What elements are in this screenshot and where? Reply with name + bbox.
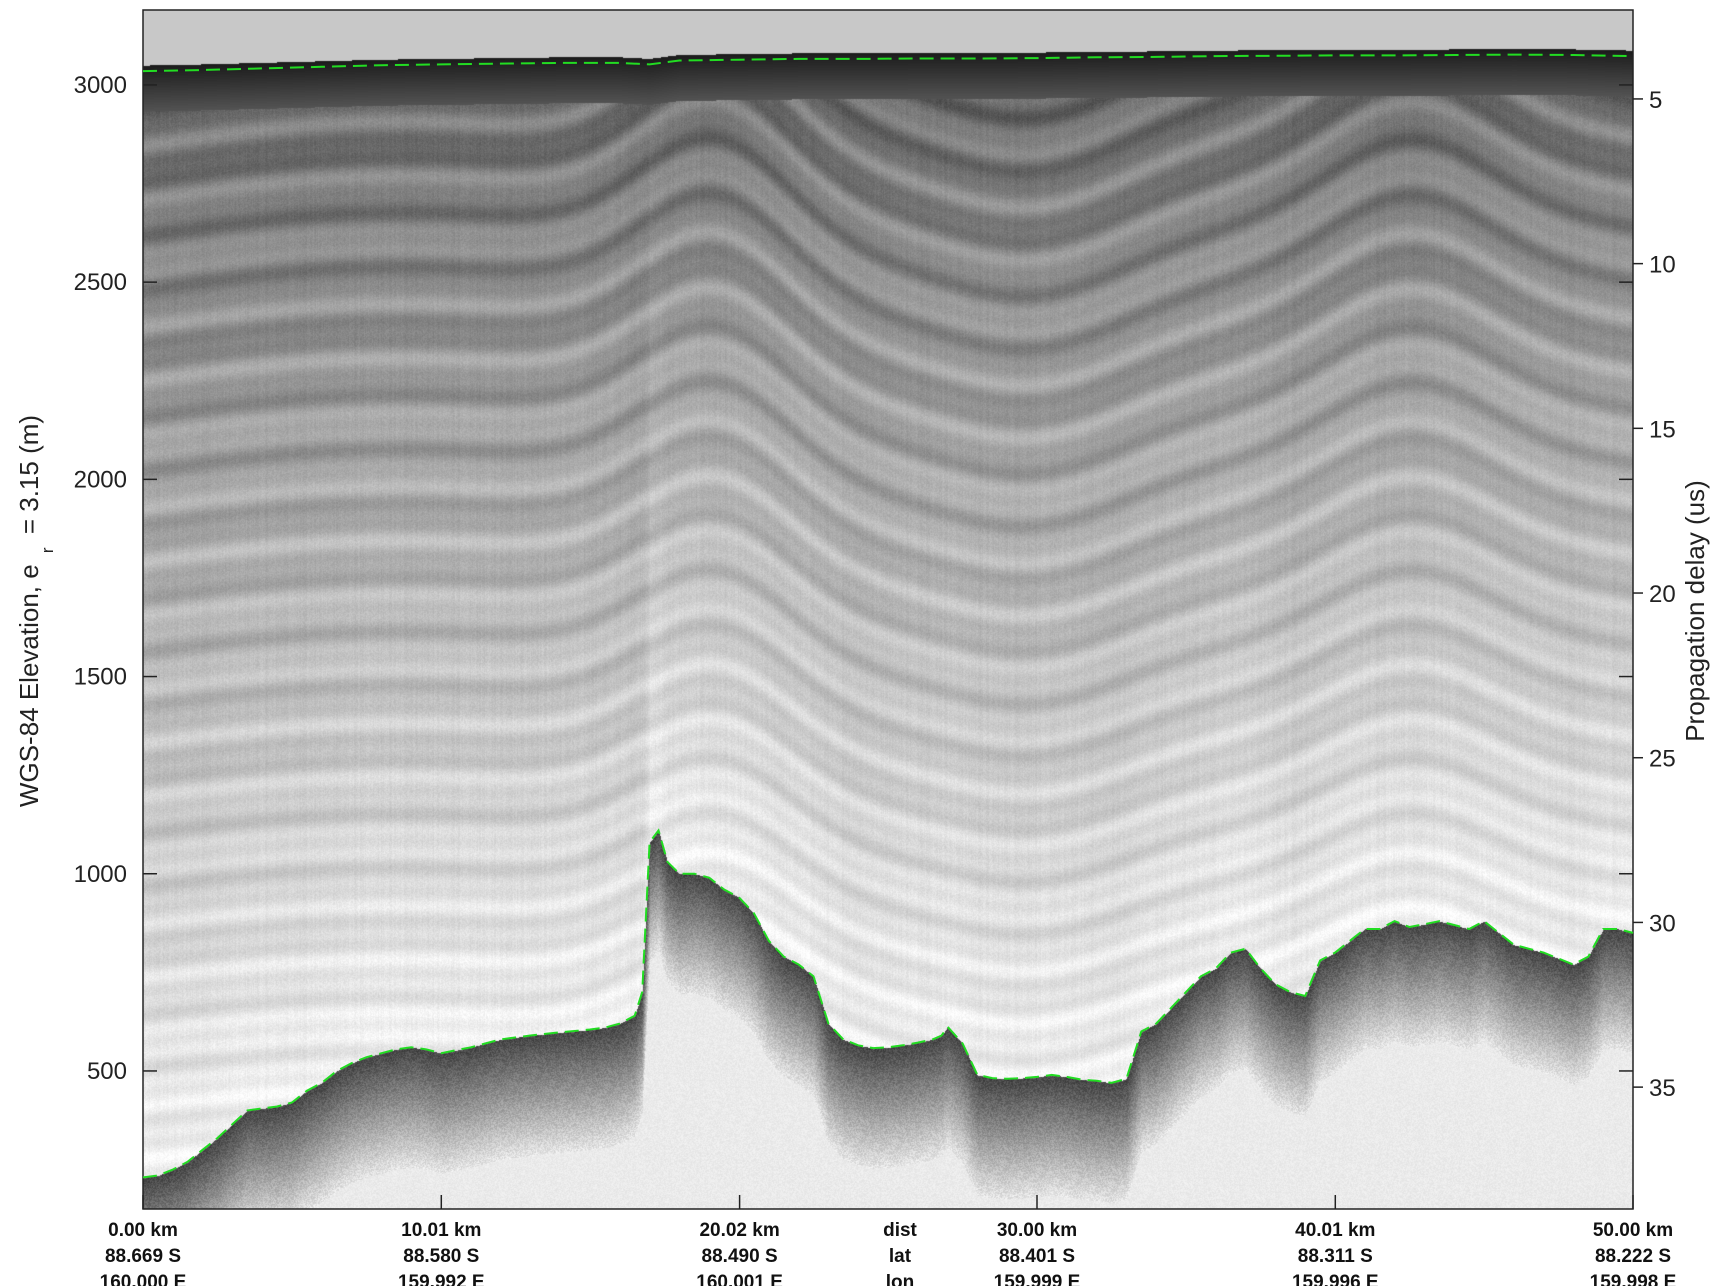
bottom-row-name-lon: lon (886, 1272, 915, 1286)
bed-pick-line (142, 828, 1634, 1179)
left-tick-label: 1000 (74, 861, 127, 888)
bottom-row-name-lat: lat (889, 1246, 912, 1267)
left-axis-title-group: WGS-84 Elevation, e r = 3.15 (m) (14, 415, 59, 807)
right-tick-label: 20 (1649, 581, 1676, 608)
left-axis: 500 1000 1500 2000 2500 3000 (74, 72, 1633, 1085)
bottom-dist-label: 50.00 km (1593, 1220, 1673, 1241)
bottom-lon-label: 159.998 E (1590, 1272, 1677, 1286)
left-axis-title: WGS-84 Elevation, e (14, 564, 44, 807)
bottom-dist-label: 10.01 km (401, 1220, 481, 1241)
left-tick-label: 3000 (74, 72, 127, 99)
left-axis-title-suffix: = 3.15 (m) (14, 415, 44, 534)
bottom-lat-label: 88.311 S (1298, 1246, 1373, 1267)
bottom-dist-label: 40.01 km (1295, 1220, 1375, 1241)
right-tick-label: 35 (1649, 1075, 1676, 1102)
right-tick-label: 10 (1649, 252, 1676, 279)
bottom-dist-label: 0.00 km (108, 1220, 178, 1241)
bottom-lat-label: 88.401 S (999, 1246, 1075, 1267)
left-axis-title-subscript: r (38, 547, 57, 553)
plot-frame (142, 9, 1634, 1210)
bottom-lon-label: 159.996 E (1292, 1272, 1379, 1286)
bottom-lat-label: 88.222 S (1595, 1246, 1671, 1267)
bottom-row-labels: dist lat lon (883, 1220, 917, 1286)
bottom-lat-label: 88.580 S (403, 1246, 479, 1267)
bottom-lon-label: 159.999 E (994, 1272, 1081, 1286)
bottom-row-name-dist: dist (883, 1220, 917, 1241)
radar-echogram-image (143, 10, 1633, 1209)
right-tick-label: 25 (1649, 746, 1676, 773)
left-tick-label: 1500 (74, 664, 127, 691)
right-tick-label: 5 (1649, 87, 1662, 114)
plot-area (143, 10, 1633, 1209)
svg-text:WGS-84 Elevation, e r: WGS-84 Elevation, e r = 3.15 (m) (14, 415, 59, 807)
left-tick-label: 2500 (74, 269, 127, 296)
bottom-lon-label: 159.992 E (398, 1272, 485, 1286)
bottom-dist-label: 20.02 km (699, 1220, 779, 1241)
bottom-dist-label: 30.00 km (997, 1220, 1077, 1241)
surface-pick-line (142, 53, 1634, 73)
right-axis-title: Propagation delay (us) (1680, 480, 1710, 742)
right-tick-label: 30 (1649, 910, 1676, 937)
bottom-lon-label: 160.001 E (696, 1272, 783, 1286)
right-tick-label: 15 (1649, 416, 1676, 443)
bottom-lat-label: 88.490 S (702, 1246, 778, 1267)
right-axis: 5 10 15 20 25 30 35 (1633, 87, 1676, 1102)
left-tick-label: 500 (87, 1058, 127, 1085)
bottom-lat-label: 88.669 S (105, 1246, 181, 1267)
bottom-lon-label: 160.000 E (100, 1272, 187, 1286)
bottom-axis: 0.00 km 88.669 S 160.000 E 10.01 km 88.580 S… (100, 1195, 1677, 1286)
left-tick-label: 2000 (74, 466, 127, 493)
